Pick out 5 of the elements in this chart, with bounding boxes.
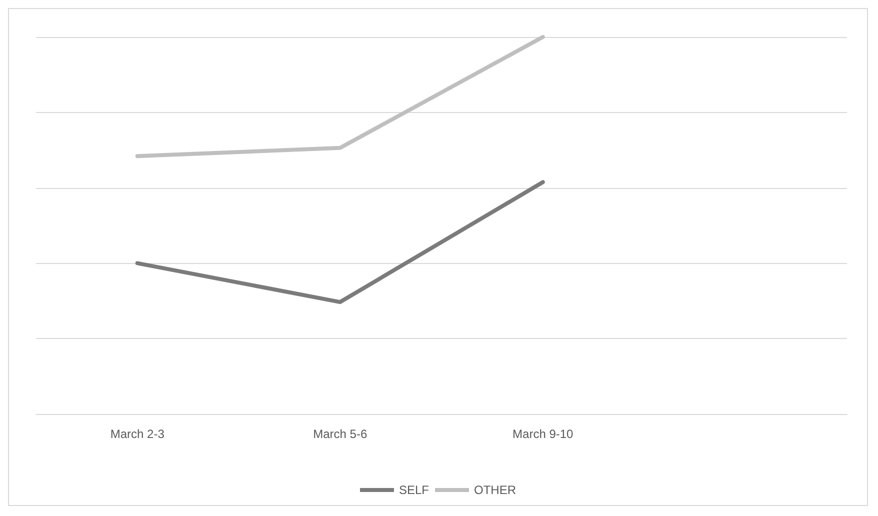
x-tick-label: March 2-3 [110, 427, 165, 441]
x-tick-label: March 9-10 [512, 427, 574, 441]
legend-label: OTHER [474, 483, 516, 497]
legend-label: SELF [398, 483, 430, 497]
x-tick-label: March 5-6 [313, 427, 368, 441]
